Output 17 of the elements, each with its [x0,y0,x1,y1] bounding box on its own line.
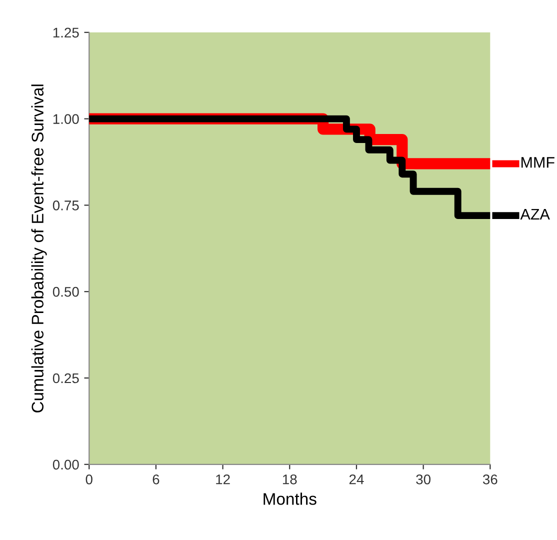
y-tick-label: 0.50 [52,286,79,297]
x-tick-label: 30 [416,474,430,484]
legend-label: AZA [520,209,550,220]
y-tick-label: 0.75 [52,200,79,210]
x-tick-label: 0 [86,474,92,484]
y-axis-title: Cumulative Probability of Event-free Survival [31,84,47,412]
x-tick-label: 24 [349,474,364,484]
x-axis-title: Months [264,492,316,505]
x-tick-label: 6 [152,474,160,484]
x-tick-label: 36 [482,474,498,484]
x-tick-label: 18 [282,474,297,484]
y-tick-label: 1.25 [53,28,79,38]
legend-label: MMF [521,157,554,168]
y-tick-label: 0.25 [52,373,79,384]
x-tick-label: 12 [216,474,230,484]
y-tick-label: 1.00 [53,114,79,124]
y-tick-label: 0.00 [52,460,79,470]
